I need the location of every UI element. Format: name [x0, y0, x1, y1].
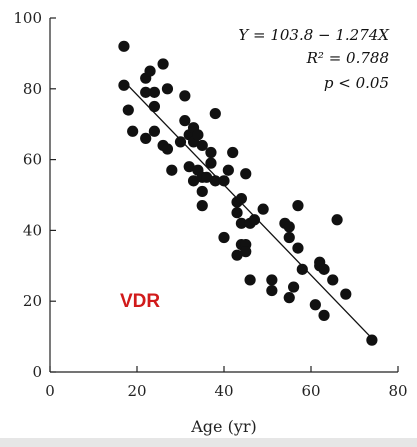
data-point — [288, 281, 300, 293]
data-point — [283, 221, 295, 233]
data-point — [179, 115, 191, 127]
data-point — [161, 83, 174, 95]
data-point — [218, 231, 230, 244]
data-point — [122, 104, 134, 116]
data-point — [231, 249, 243, 261]
data-point — [166, 164, 178, 176]
data-point — [283, 231, 295, 244]
regression-line — [123, 80, 373, 339]
data-point — [227, 146, 239, 159]
x-axis-label: Age (yr) — [190, 417, 257, 436]
data-point — [140, 86, 152, 98]
data-point — [292, 242, 304, 254]
data-point — [240, 246, 252, 258]
y-tick-label: 100 — [13, 9, 42, 27]
regression-line-group — [123, 80, 373, 339]
data-point — [257, 203, 269, 215]
data-point — [192, 129, 204, 141]
y-tick-label: 20 — [23, 292, 42, 310]
regression-equation: Y = 103.8 − 1.274X — [238, 26, 390, 44]
data-point — [309, 299, 321, 311]
data-point — [205, 157, 217, 169]
data-point — [174, 136, 187, 148]
data-point — [218, 175, 230, 187]
data-point — [318, 263, 330, 275]
y-tick-label: 80 — [23, 80, 42, 98]
y-tick-label: 40 — [23, 221, 42, 239]
y-tick-label: 0 — [32, 363, 42, 381]
data-point — [144, 65, 156, 77]
data-point — [240, 168, 252, 180]
data-point — [127, 125, 139, 137]
data-point — [187, 175, 200, 187]
data-point — [235, 217, 247, 229]
data-point — [148, 100, 160, 113]
y-axis-ticks: 0 20 40 60 80 100 — [13, 9, 56, 381]
data-point — [366, 334, 378, 346]
data-point — [209, 175, 221, 187]
p-value-label: p < 0.05 — [324, 74, 389, 92]
data-point — [118, 79, 130, 91]
x-tick-label: 0 — [45, 382, 55, 400]
x-tick-label: 60 — [301, 382, 320, 400]
data-point — [148, 125, 160, 137]
vdr-label: VDR — [120, 291, 160, 312]
data-point — [196, 139, 208, 152]
data-point — [140, 132, 152, 144]
x-tick-label: 80 — [388, 382, 407, 400]
data-point — [340, 288, 352, 300]
r-squared-label: R² = 0.788 — [306, 49, 389, 67]
data-point — [327, 274, 339, 286]
data-point — [292, 200, 304, 212]
data-point — [266, 284, 278, 297]
x-tick-label: 40 — [214, 382, 233, 400]
data-point — [244, 274, 256, 286]
data-point — [331, 214, 343, 226]
x-axis-ticks: 0 20 40 60 80 — [45, 366, 408, 400]
data-point — [179, 90, 191, 102]
data-point — [296, 263, 308, 275]
data-point — [161, 143, 174, 155]
data-point — [209, 107, 221, 120]
data-point — [118, 40, 130, 52]
data-point — [196, 185, 208, 198]
data-point — [222, 164, 234, 176]
data-point — [231, 207, 243, 219]
axes — [49, 18, 398, 373]
data-points — [118, 40, 378, 346]
data-point — [148, 86, 160, 98]
data-point — [318, 309, 330, 321]
data-point — [201, 171, 213, 183]
data-point — [235, 192, 247, 205]
data-point — [266, 274, 278, 286]
data-point — [183, 161, 195, 173]
data-point — [196, 200, 208, 212]
bottom-bar — [0, 438, 417, 447]
data-point — [248, 214, 261, 226]
y-tick-label: 60 — [23, 151, 42, 169]
x-tick-label: 20 — [127, 382, 146, 400]
data-point — [283, 292, 295, 304]
data-point — [157, 58, 169, 70]
data-point — [205, 146, 217, 159]
